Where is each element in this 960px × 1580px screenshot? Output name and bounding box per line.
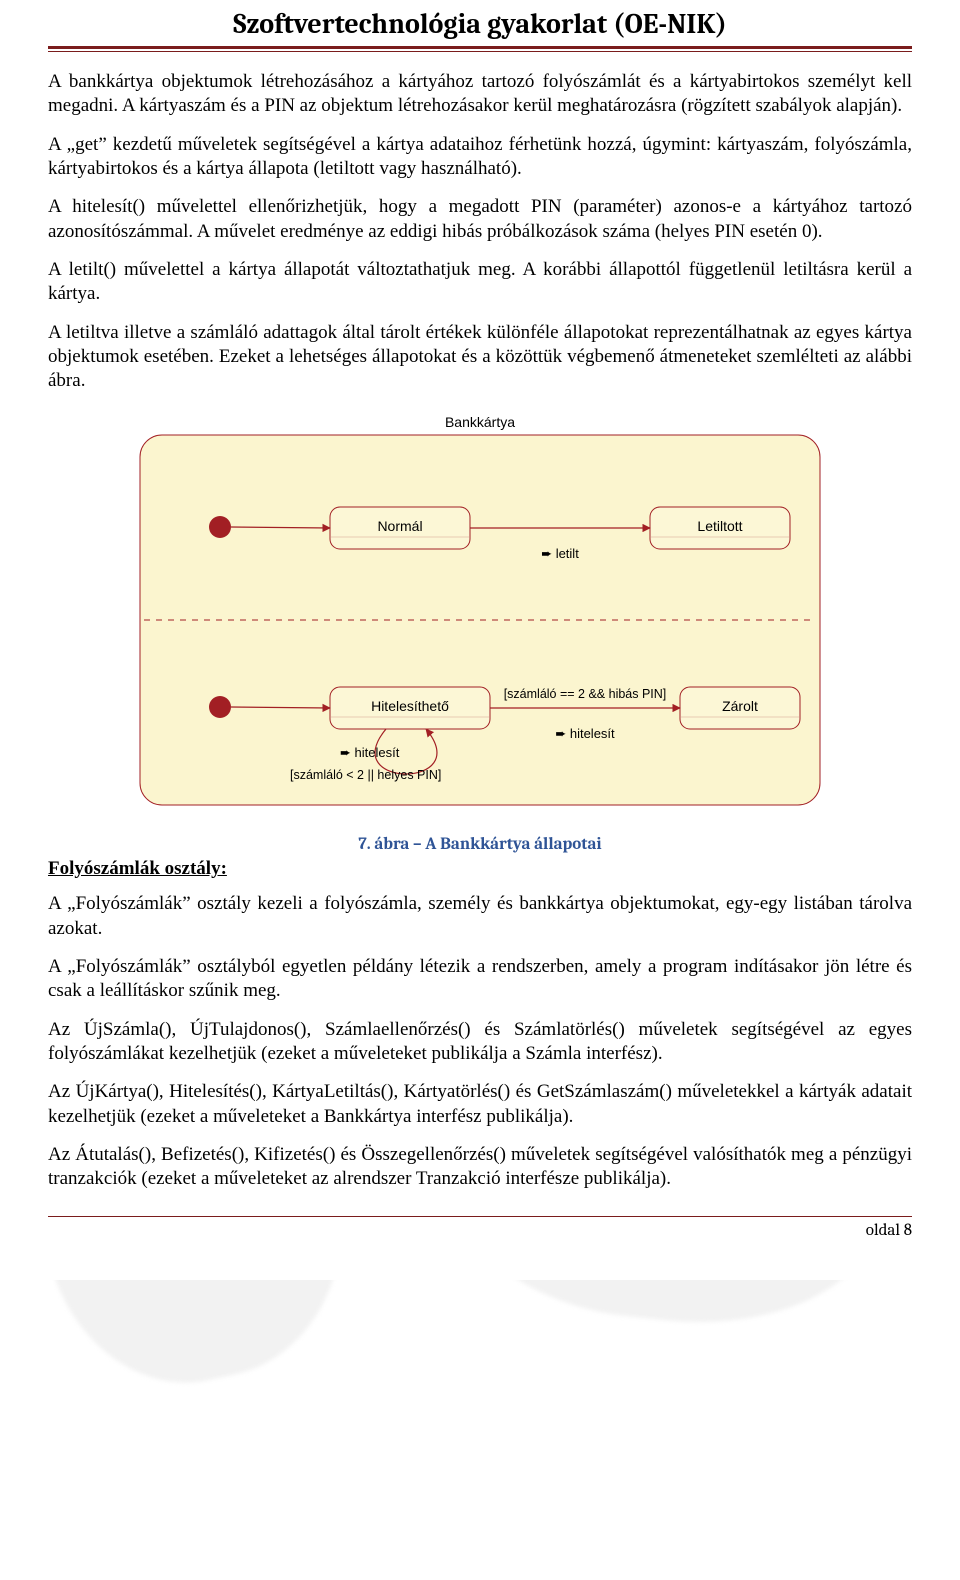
paragraph-2: A „get” kezdetű műveletek segítségével a… (48, 133, 912, 182)
svg-text:[számláló < 2 || helyes PIN]: [számláló < 2 || helyes PIN] (290, 768, 441, 782)
svg-text:Letiltott: Letiltott (697, 518, 742, 534)
paragraph-6: A „Folyószámlák” osztály kezeli a folyós… (48, 892, 912, 941)
paragraph-5: A letiltva illetve a számláló adattagok … (48, 321, 912, 394)
paragraph-10: Az Átutalás(), Befizetés(), Kifizetés() … (48, 1143, 912, 1192)
state-diagram-svg: Bankkártya Normál Letiltott ➨ letilt Hiteles… (120, 407, 840, 827)
paragraph-1: A bankkártya objektumok létrehozásához a… (48, 70, 912, 119)
section-heading-folyoszamlak: Folyószámlák osztály: (48, 858, 912, 880)
paragraph-3: A hitelesít() művelettel ellenőrizhetjük… (48, 195, 912, 244)
header-rule-thin (48, 51, 912, 52)
svg-text:➨ hitelesít: ➨ hitelesít (340, 745, 400, 760)
paragraph-8: Az ÚjSzámla(), ÚjTulajdonos(), Számlaell… (48, 1018, 912, 1067)
state-diagram: Bankkártya Normál Letiltott ➨ letilt Hiteles… (120, 407, 840, 827)
svg-text:Hitelesíthető: Hitelesíthető (371, 698, 449, 714)
svg-text:[számláló == 2 && hibás PIN]: [számláló == 2 && hibás PIN] (504, 687, 667, 701)
svg-text:➨ hitelesít: ➨ hitelesít (555, 726, 615, 741)
page-header-title: Szoftvertechnológia gyakorlat (OE-NIK) (48, 0, 912, 44)
svg-text:Zárolt: Zárolt (722, 698, 758, 714)
paragraph-9: Az ÚjKártya(), Hitelesítés(), KártyaLeti… (48, 1080, 912, 1129)
figure-caption: 7. ábra – A Bankkártya állapotai (48, 835, 912, 854)
header-rule-thick (48, 46, 912, 49)
paragraph-4: A letilt() művelettel a kártya állapotát… (48, 258, 912, 307)
svg-text:Normál: Normál (377, 518, 422, 534)
svg-text:Bankkártya: Bankkártya (445, 414, 515, 430)
svg-text:➨ letilt: ➨ letilt (541, 546, 579, 561)
paragraph-7: A „Folyószámlák” osztályból egyetlen pél… (48, 955, 912, 1004)
footer-page-number: oldal 8 (48, 1217, 912, 1240)
